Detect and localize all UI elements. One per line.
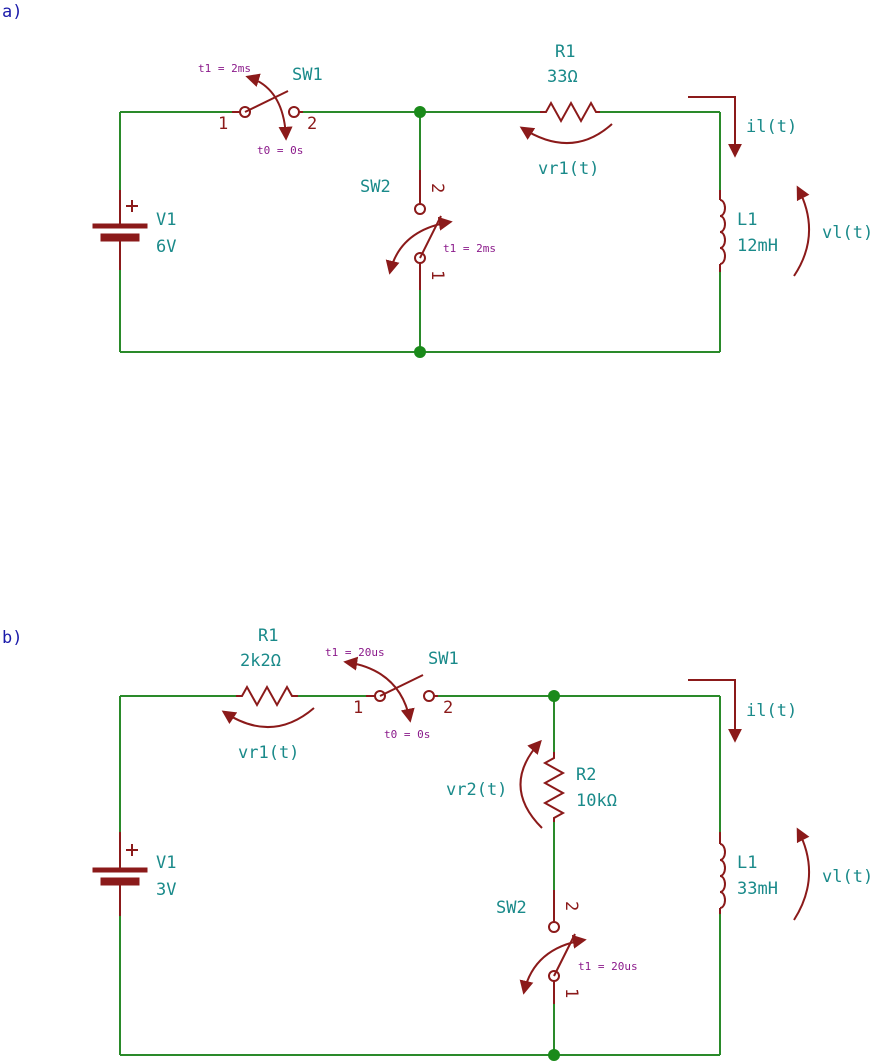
- sw1-t0: t0 = 0s: [257, 144, 303, 157]
- l1-value: 12mH: [737, 236, 778, 256]
- sw1-ref: SW1: [428, 649, 459, 669]
- battery-value: 6V: [156, 237, 176, 257]
- battery-V1: V1 3V: [92, 832, 176, 916]
- circuit-a: a) V1 6V: [2, 2, 870, 358]
- vl-label: vl(t): [822, 223, 870, 243]
- circuit-a-label: a): [2, 2, 22, 22]
- resistor-R1: R1 33Ω vr1(t): [519, 42, 613, 179]
- vr2-label: vr2(t): [446, 780, 507, 800]
- switch-SW2: SW2 2 1 t1 = 20us: [496, 890, 638, 1004]
- inductor-L1: L1 12mH vl(t): [719, 185, 870, 277]
- inductor-L1: L1 33mH vl(t): [719, 827, 870, 921]
- r1-ref: R1: [555, 42, 575, 62]
- sw2-pin2: 2: [561, 901, 581, 911]
- current-il: il(t): [688, 96, 797, 158]
- sw2-ref: SW2: [496, 898, 527, 918]
- junction-node: [414, 106, 426, 118]
- sw2-t1: t1 = 2ms: [443, 242, 496, 255]
- vr1-label: vr1(t): [538, 159, 599, 179]
- battery-ref: V1: [156, 853, 176, 873]
- sw1-pin1: 1: [218, 114, 228, 134]
- l1-ref: L1: [737, 853, 757, 873]
- r1-value: 2k2Ω: [240, 651, 281, 671]
- junction-node: [414, 346, 426, 358]
- vr1-label: vr1(t): [238, 743, 299, 763]
- sw2-t1: t1 = 20us: [578, 960, 638, 973]
- current-il: il(t): [688, 679, 797, 743]
- r1-ref: R1: [258, 626, 278, 646]
- battery-ref: V1: [156, 210, 176, 230]
- junction-node: [548, 1049, 560, 1061]
- sw2-pin1: 1: [427, 270, 447, 280]
- sw1-pin2: 2: [307, 114, 317, 134]
- resistor-R1: R1 2k2Ω vr1(t): [221, 626, 315, 763]
- sw2-pin2: 2: [427, 183, 447, 193]
- l1-value: 33mH: [737, 879, 778, 899]
- sw1-t0: t0 = 0s: [384, 728, 430, 741]
- sw1-t1: t1 = 2ms: [198, 62, 251, 75]
- resistor-R2: R2 10kΩ vr2(t): [446, 739, 617, 829]
- il-label: il(t): [746, 701, 797, 721]
- sw2-ref: SW2: [360, 177, 391, 197]
- battery-value: 3V: [156, 880, 176, 900]
- vl-label: vl(t): [822, 867, 870, 887]
- circuit-b-label: b): [2, 628, 22, 648]
- sw1-pin2: 2: [443, 698, 453, 718]
- sw1-pin1: 1: [353, 698, 363, 718]
- switch-SW1: 1 2 SW1 t1 = 20us t0 = 0s: [325, 646, 459, 741]
- l1-ref: L1: [737, 210, 757, 230]
- junction-node: [548, 690, 560, 702]
- sw1-t1: t1 = 20us: [325, 646, 385, 659]
- sw2-pin1: 1: [561, 988, 581, 998]
- switch-SW2: SW2 2 1 t1 = 2ms: [360, 170, 496, 290]
- circuit-b: b) V1 3V: [2, 626, 870, 1061]
- switch-SW1: 1 2 SW1 t1 = 2ms t0 = 0s: [198, 62, 323, 157]
- circuit-b-wires: [119, 695, 721, 1056]
- battery-V1: V1 6V: [92, 190, 176, 270]
- r1-value: 33Ω: [547, 67, 578, 87]
- r2-ref: R2: [576, 765, 596, 785]
- sw1-ref: SW1: [292, 65, 323, 85]
- r2-value: 10kΩ: [576, 791, 617, 811]
- il-label: il(t): [746, 117, 797, 137]
